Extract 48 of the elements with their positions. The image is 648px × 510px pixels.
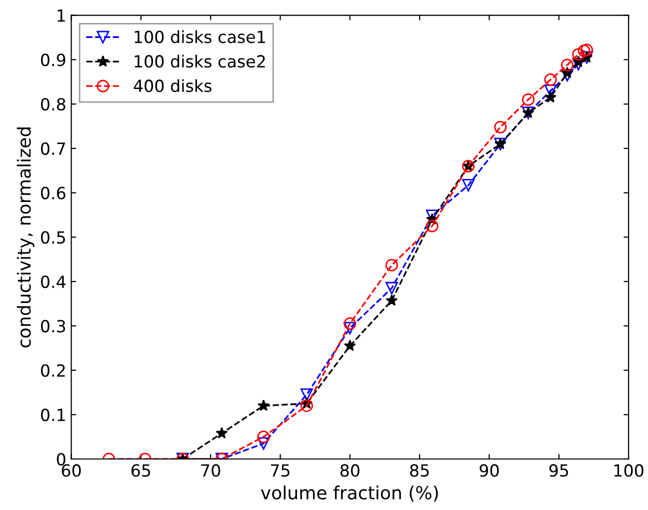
point	[572, 48, 585, 61]
x-tick-label: 70	[201, 464, 220, 477]
point	[385, 258, 398, 272]
x-tick-label: 65	[132, 464, 150, 477]
y-tick-label: 0.9	[41, 54, 66, 66]
y-tick-label: 0.7	[41, 142, 65, 155]
point	[258, 400, 270, 411]
point	[385, 282, 398, 294]
x-tick-label: 95	[549, 464, 568, 477]
point	[344, 317, 356, 330]
point	[344, 322, 356, 334]
point	[344, 340, 356, 352]
point	[216, 427, 228, 438]
y-tick-label: 0.4	[41, 275, 66, 288]
y-tick-label: 1	[58, 9, 65, 22]
y-tick-label: 0.6	[41, 186, 66, 200]
y-tick-label: 0.8	[41, 98, 66, 111]
point	[300, 400, 313, 412]
x-axis-title: volume fraction (%)	[260, 486, 438, 502]
y-tick-label: 0.2	[41, 364, 65, 377]
legend-label: 400 disks	[134, 79, 212, 92]
x-tick-label: 90	[480, 464, 499, 477]
point	[494, 120, 507, 134]
y-tick-label: 0	[56, 452, 66, 466]
point	[426, 220, 438, 232]
point	[522, 93, 534, 106]
y-tick-label: 0.3	[41, 320, 66, 332]
point	[462, 178, 475, 192]
x-tick-label: 80	[340, 464, 360, 477]
legend-label: 100 disks case2	[134, 54, 265, 68]
legend-label: 100 disks case1	[134, 30, 265, 44]
point	[386, 294, 398, 306]
point	[580, 44, 594, 56]
y-tick-label: 0.5	[41, 231, 65, 244]
y-axis-title: conductivity, normalized	[16, 127, 34, 348]
point	[561, 66, 574, 78]
point	[300, 388, 313, 401]
x-tick-label: 60	[62, 464, 81, 477]
x-tick-label: 85	[410, 464, 429, 477]
y-tick-label: 0.1	[41, 408, 65, 422]
point	[578, 44, 590, 58]
point	[544, 91, 557, 103]
x-tick-label: 100	[614, 464, 644, 477]
point	[257, 437, 270, 450]
point	[561, 58, 574, 72]
point	[257, 430, 270, 444]
x-tick-label: 75	[271, 464, 290, 477]
point	[544, 73, 557, 86]
